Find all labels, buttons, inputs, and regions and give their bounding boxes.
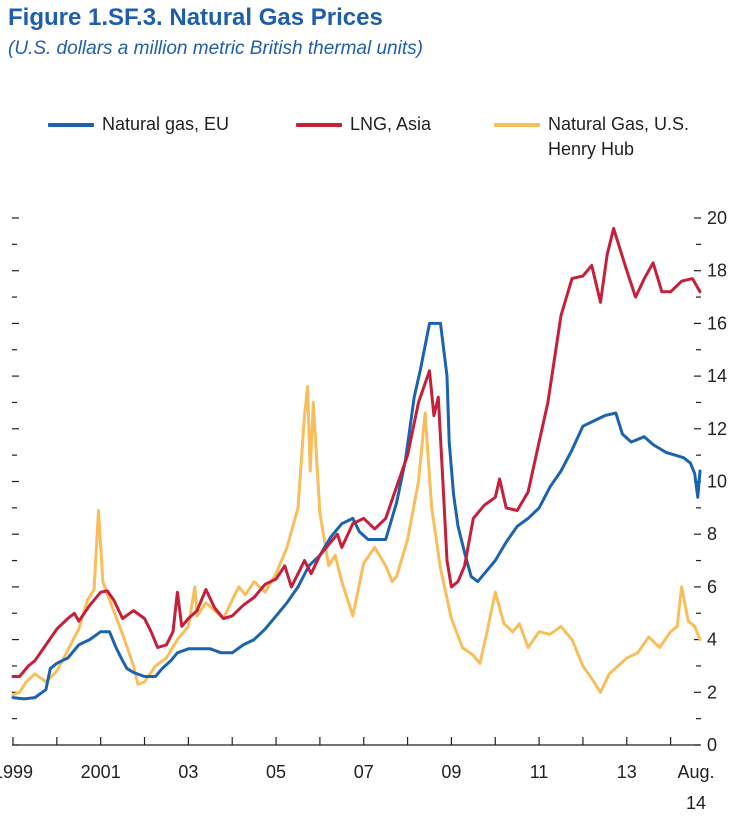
legend-swatch-asia	[296, 123, 342, 127]
x-tick-label: 05	[266, 762, 286, 782]
y-tick-label: 18	[707, 261, 727, 281]
x-tick-label: 11	[530, 762, 549, 782]
legend-item-asia: LNG, Asia	[296, 112, 431, 137]
legend-label-eu: Natural gas, EU	[102, 114, 230, 134]
series-line-eu	[11, 321, 702, 701]
chart-legend: Natural gas, EU LNG, Asia Natural Gas, U…	[0, 112, 743, 172]
figure-subtitle: (U.S. dollars a million metric British t…	[8, 38, 423, 59]
y-tick-label: 12	[707, 419, 727, 439]
legend-label-asia: LNG, Asia	[350, 114, 432, 134]
legend-item-eu: Natural gas, EU	[48, 112, 229, 137]
x-tick-label: 03	[178, 762, 198, 782]
y-tick-label: 16	[707, 313, 727, 333]
x-tick-label: 13	[617, 762, 637, 782]
y-tick-label: 4	[707, 630, 717, 650]
y-tick-label: 2	[707, 682, 717, 702]
y-tick-label: 6	[707, 577, 717, 597]
x-tick-label: 07	[354, 762, 374, 782]
legend-swatch-eu	[48, 123, 94, 127]
y-tick-label: 0	[707, 735, 717, 755]
x-tick-label: 2001	[81, 762, 121, 782]
chart-series	[11, 227, 702, 701]
series-line-lng-asia	[11, 227, 702, 678]
legend-label-us: Natural Gas, U.S. Henry Hub	[548, 114, 690, 159]
x-tick-label: 1999	[0, 762, 33, 782]
y-tick-label: 14	[707, 366, 727, 386]
x-tick-label: Aug. 14	[678, 762, 715, 813]
figure-title: Figure 1.SF.3. Natural Gas Prices	[8, 4, 383, 31]
y-tick-label: 8	[707, 524, 717, 544]
legend-swatch-us	[494, 123, 540, 127]
legend-item-us: Natural Gas, U.S. Henry Hub	[494, 112, 689, 162]
y-tick-label: 10	[707, 472, 727, 492]
x-tick-label: 09	[441, 762, 461, 782]
series-line-henry-hub	[11, 385, 702, 697]
y-tick-label: 20	[707, 208, 727, 228]
chart-axes: 0 2 4 6 8 10 12 14 16 18 20 1999 2001 03 05 07 09 11 13 Aug…	[0, 208, 727, 813]
